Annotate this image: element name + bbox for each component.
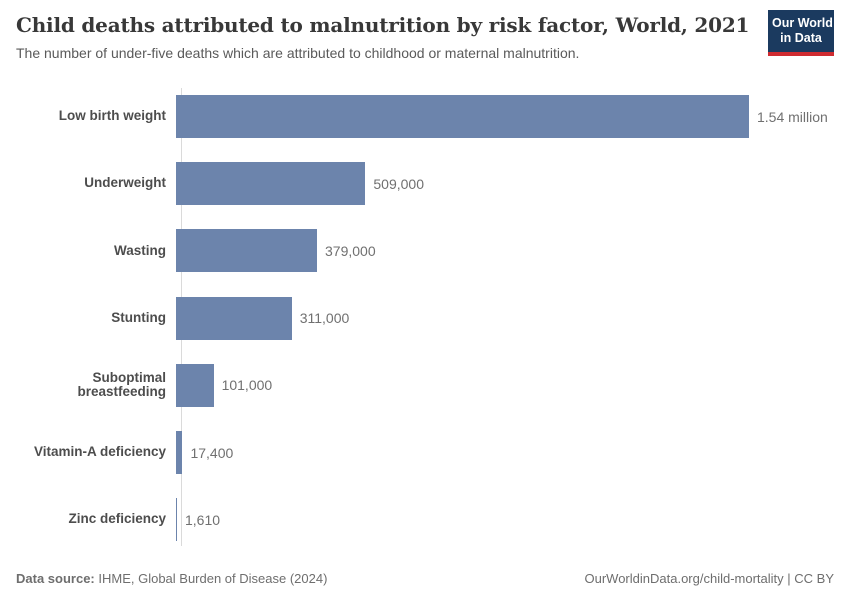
bar-rect[interactable] [176, 162, 366, 206]
owid-logo-line1: Our World [772, 16, 833, 30]
bar-rect[interactable] [176, 229, 318, 273]
category-label: Vitamin-A deficiency [33, 444, 166, 460]
bar-rect[interactable] [176, 95, 749, 139]
bar-row: Zinc deficiency 1,610 [16, 486, 834, 553]
bar-rows: Low birth weight 1.54 million Underweight 5… [16, 83, 834, 553]
bar-rect[interactable] [176, 363, 214, 407]
value-label: 1.54 million [757, 108, 828, 125]
bar-track: 17,400 [176, 431, 834, 475]
category-label: Low birth weight [58, 108, 166, 124]
bar-row: Underweight 509,000 [16, 150, 834, 217]
bar-row: Low birth weight 1.54 million [16, 83, 834, 150]
data-source-label: Data source: [16, 571, 95, 586]
bar-track: 1,610 [176, 498, 834, 542]
owid-logo-line2: in Data [780, 31, 822, 46]
bar-track: 311,000 [176, 296, 834, 340]
category-label: Zinc deficiency [68, 511, 166, 527]
bar-track: 509,000 [176, 162, 834, 206]
value-label: 509,000 [373, 175, 424, 192]
value-label: 311,000 [299, 310, 350, 327]
bar-row: Suboptimal breastfeeding 101,000 [16, 352, 834, 419]
bar-track: 1.54 million [176, 95, 834, 139]
bar-rect[interactable] [176, 431, 183, 475]
value-label: 101,000 [221, 377, 273, 394]
data-source-note: Data source: IHME, Global Burden of Dise… [16, 571, 327, 586]
owid-logo[interactable]: Our World in Data [768, 10, 834, 56]
bar-track: 101,000 [176, 363, 834, 407]
category-label: Stunting [111, 309, 166, 325]
value-label: 1,610 [185, 511, 221, 528]
bar-track: 379,000 [176, 229, 834, 273]
bar-row: Wasting 379,000 [16, 217, 834, 284]
value-label: 17,400 [190, 444, 234, 461]
owid-link[interactable]: OurWorldinData.org/child-mortality | CC … [584, 571, 835, 586]
chart-footer: Data source: IHME, Global Burden of Dise… [16, 571, 834, 586]
bar-row: Stunting 311,000 [16, 285, 834, 352]
data-source-value: IHME, Global Burden of Disease (2024) [94, 571, 328, 586]
value-label: 379,000 [325, 242, 376, 259]
bar-rect[interactable] [176, 296, 292, 340]
chart-header: Child deaths attributed to malnutrition … [16, 13, 834, 61]
category-label: Wasting [114, 242, 166, 258]
chart-subtitle: The number of under-five deaths which ar… [16, 45, 580, 61]
bar-rect[interactable] [176, 498, 177, 542]
category-label: Underweight [84, 175, 166, 191]
bar-row: Vitamin-A deficiency 17,400 [16, 419, 834, 486]
bar-chart: Low birth weight 1.54 million Underweight 5… [16, 83, 834, 554]
page-title: Child deaths attributed to malnutrition … [16, 13, 750, 37]
category-label: Suboptimal breastfeeding [77, 369, 166, 400]
